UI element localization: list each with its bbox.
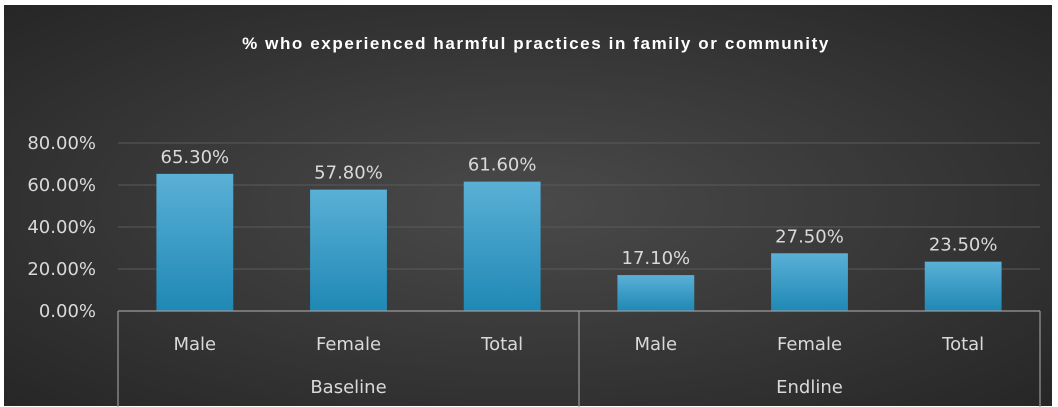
- category-label: Female: [777, 334, 842, 355]
- category-label: Total: [941, 334, 984, 355]
- y-tick-label: 80.00%: [27, 133, 96, 154]
- bar-endline-female: [771, 253, 848, 311]
- y-tick-label: 0.00%: [39, 301, 96, 322]
- data-label: 23.50%: [929, 235, 998, 256]
- chart-title: % who experienced harmful practices in f…: [242, 34, 830, 53]
- bar-baseline-male: [156, 173, 234, 311]
- data-label: 27.50%: [775, 226, 844, 247]
- bar-endline-total: [924, 261, 1002, 311]
- category-label: Male: [635, 334, 678, 355]
- group-label: Endline: [776, 377, 843, 398]
- bar-baseline-female: [310, 189, 387, 311]
- y-tick-label: 60.00%: [27, 175, 96, 196]
- data-label: 65.30%: [161, 147, 230, 168]
- bar-endline-male: [617, 275, 695, 311]
- category-label: Male: [174, 334, 217, 355]
- y-tick-label: 40.00%: [27, 217, 96, 238]
- data-label: 61.60%: [468, 155, 537, 176]
- category-label: Total: [480, 334, 523, 355]
- group-label: Baseline: [310, 377, 386, 398]
- y-tick-label: 20.00%: [27, 259, 96, 280]
- data-label: 57.80%: [314, 163, 383, 184]
- bar-baseline-total: [463, 181, 541, 311]
- data-label: 17.10%: [622, 248, 691, 269]
- category-label: Female: [316, 334, 381, 355]
